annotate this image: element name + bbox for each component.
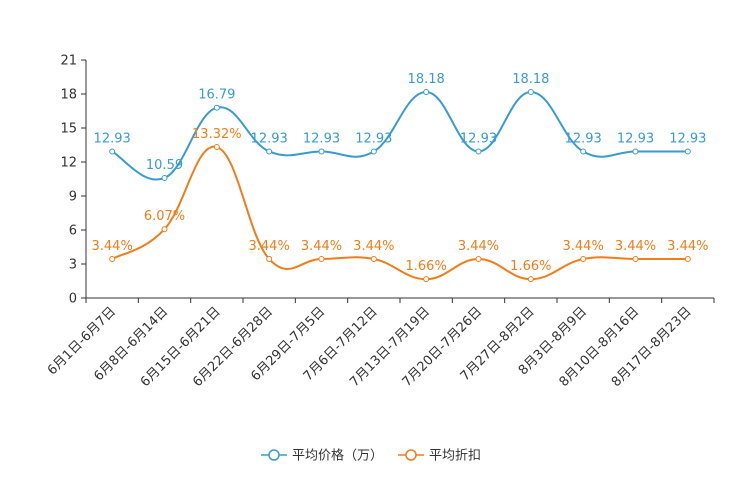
data-label: 3.44% <box>301 239 342 254</box>
data-label: 18.18 <box>512 72 549 87</box>
series-avg-discount <box>109 144 691 283</box>
data-labels: 12.93 10.59 16.79 12.93 12.93 12.93 18.18 12.93… <box>92 72 709 274</box>
legend-label: 平均折扣 <box>429 449 481 464</box>
data-label: 3.44% <box>458 239 499 254</box>
y-tick-label: 18 <box>60 88 77 103</box>
x-axis: 6月1日-6月7日6月8日-6月14日6月15日-6月21日6月22日-6月28… <box>45 297 715 390</box>
y-tick-label: 15 <box>60 122 77 137</box>
series-avg-price <box>109 88 691 181</box>
data-point[interactable] <box>423 276 430 283</box>
data-point[interactable] <box>213 144 220 151</box>
y-tick-label: 12 <box>60 156 77 171</box>
data-point[interactable] <box>684 256 691 263</box>
data-label: 3.44% <box>563 239 604 254</box>
data-label: 6.07% <box>144 209 185 224</box>
data-label: 1.66% <box>510 259 551 274</box>
data-point[interactable] <box>632 256 639 263</box>
data-point[interactable] <box>161 226 168 233</box>
data-point[interactable] <box>423 88 430 95</box>
data-label: 12.93 <box>355 131 392 146</box>
y-tick-label: 6 <box>69 224 77 239</box>
data-point[interactable] <box>318 256 325 263</box>
y-tick-label: 9 <box>69 190 77 205</box>
data-point[interactable] <box>370 256 377 263</box>
data-point[interactable] <box>266 148 273 155</box>
data-point[interactable] <box>109 256 116 263</box>
legend[interactable]: 平均价格（万） 平均折扣 <box>261 448 481 464</box>
y-tick-label: 0 <box>69 292 77 307</box>
legend-item-avg-price[interactable]: 平均价格（万） <box>261 448 383 464</box>
data-point[interactable] <box>318 148 325 155</box>
legend-label: 平均价格（万） <box>292 448 383 464</box>
data-label: 12.93 <box>251 131 288 146</box>
data-point[interactable] <box>632 148 639 155</box>
data-label: 12.93 <box>94 131 131 146</box>
y-tick-label: 21 <box>60 54 77 69</box>
data-label: 10.59 <box>146 158 183 173</box>
y-tick-label: 3 <box>69 258 77 273</box>
data-point[interactable] <box>213 104 220 111</box>
series-layer <box>109 88 691 283</box>
data-label: 3.44% <box>249 239 290 254</box>
data-label: 12.93 <box>669 131 706 146</box>
data-point[interactable] <box>266 256 273 263</box>
data-label: 1.66% <box>406 259 447 274</box>
data-point[interactable] <box>370 148 377 155</box>
data-point[interactable] <box>527 276 534 283</box>
data-point[interactable] <box>109 148 116 155</box>
data-label: 12.93 <box>460 131 497 146</box>
legend-item-avg-discount[interactable]: 平均折扣 <box>398 449 481 464</box>
data-point[interactable] <box>527 88 534 95</box>
data-point[interactable] <box>475 148 482 155</box>
data-label: 3.44% <box>667 239 708 254</box>
data-label: 3.44% <box>92 239 133 254</box>
data-point[interactable] <box>475 256 482 263</box>
series-line <box>111 146 688 281</box>
data-label: 3.44% <box>615 239 656 254</box>
legend-marker-icon <box>268 449 280 461</box>
data-point[interactable] <box>580 256 587 263</box>
data-label: 3.44% <box>353 239 394 254</box>
data-label: 18.18 <box>408 72 445 87</box>
data-point[interactable] <box>684 148 691 155</box>
data-label: 12.93 <box>303 131 340 146</box>
y-axis: 0 3 6 9 12 15 18 21 <box>60 54 87 307</box>
legend-marker-icon <box>405 449 417 461</box>
data-label: 13.32% <box>192 127 242 142</box>
data-label: 12.93 <box>565 131 602 146</box>
data-point[interactable] <box>580 148 587 155</box>
data-label: 12.93 <box>617 131 654 146</box>
data-label: 16.79 <box>198 88 235 103</box>
data-point[interactable] <box>161 174 168 181</box>
